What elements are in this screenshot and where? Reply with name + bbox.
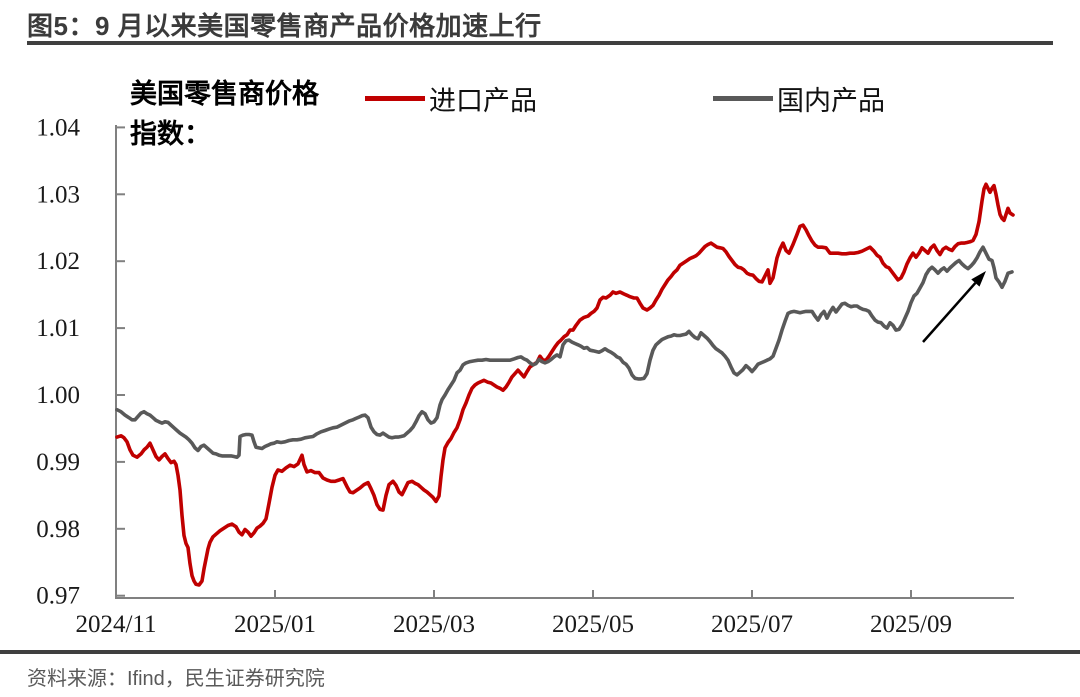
annotation-arrow-shaft: [922, 282, 977, 343]
title-underline: [27, 41, 1053, 45]
legend-label-domestic: 国内产品: [777, 85, 885, 116]
x-tick-label: 2025/09: [870, 611, 952, 638]
imported-products-line: [115, 182, 1015, 587]
y-tick-label: 0.98: [36, 516, 80, 543]
footer-divider: [0, 650, 1080, 654]
y-tick-label: 1.02: [36, 248, 80, 275]
source-note: 资料来源：Ifind，民生证券研究院: [27, 668, 325, 690]
domestic-series-swatch: [713, 95, 773, 101]
legend-label-imported: 进口产品: [429, 85, 537, 116]
x-tick-label: 2025/03: [393, 611, 475, 638]
x-tick-label: 2025/01: [234, 611, 316, 638]
domestic-products-line: [115, 245, 1014, 460]
chart-axis-title-line2: 指数：: [130, 119, 211, 149]
chart-axis-title: 美国零售商价格 指数：: [130, 74, 319, 154]
y-tick-label: 1.01: [36, 315, 80, 342]
y-tick-label: 1.00: [36, 382, 80, 409]
figure-title: 图5：9 月以来美国零售商产品价格加速上行: [27, 11, 542, 41]
y-tick-label: 0.99: [36, 449, 80, 476]
x-tick-label: 2025/05: [552, 611, 634, 638]
legend-item-imported: 进口产品: [365, 80, 537, 116]
imported-series-swatch: [365, 95, 425, 101]
y-tick-label: 1.04: [36, 114, 80, 141]
y-tick-label: 1.03: [36, 181, 80, 208]
chart-axis-title-line1: 美国零售商价格: [130, 79, 319, 109]
x-tick-label: 2024/11: [75, 611, 156, 638]
legend-item-domestic: 国内产品: [713, 80, 885, 116]
y-tick-label: 0.97: [36, 583, 80, 610]
x-tick-label: 2025/07: [711, 611, 793, 638]
annotation-arrow-head: [971, 271, 986, 287]
